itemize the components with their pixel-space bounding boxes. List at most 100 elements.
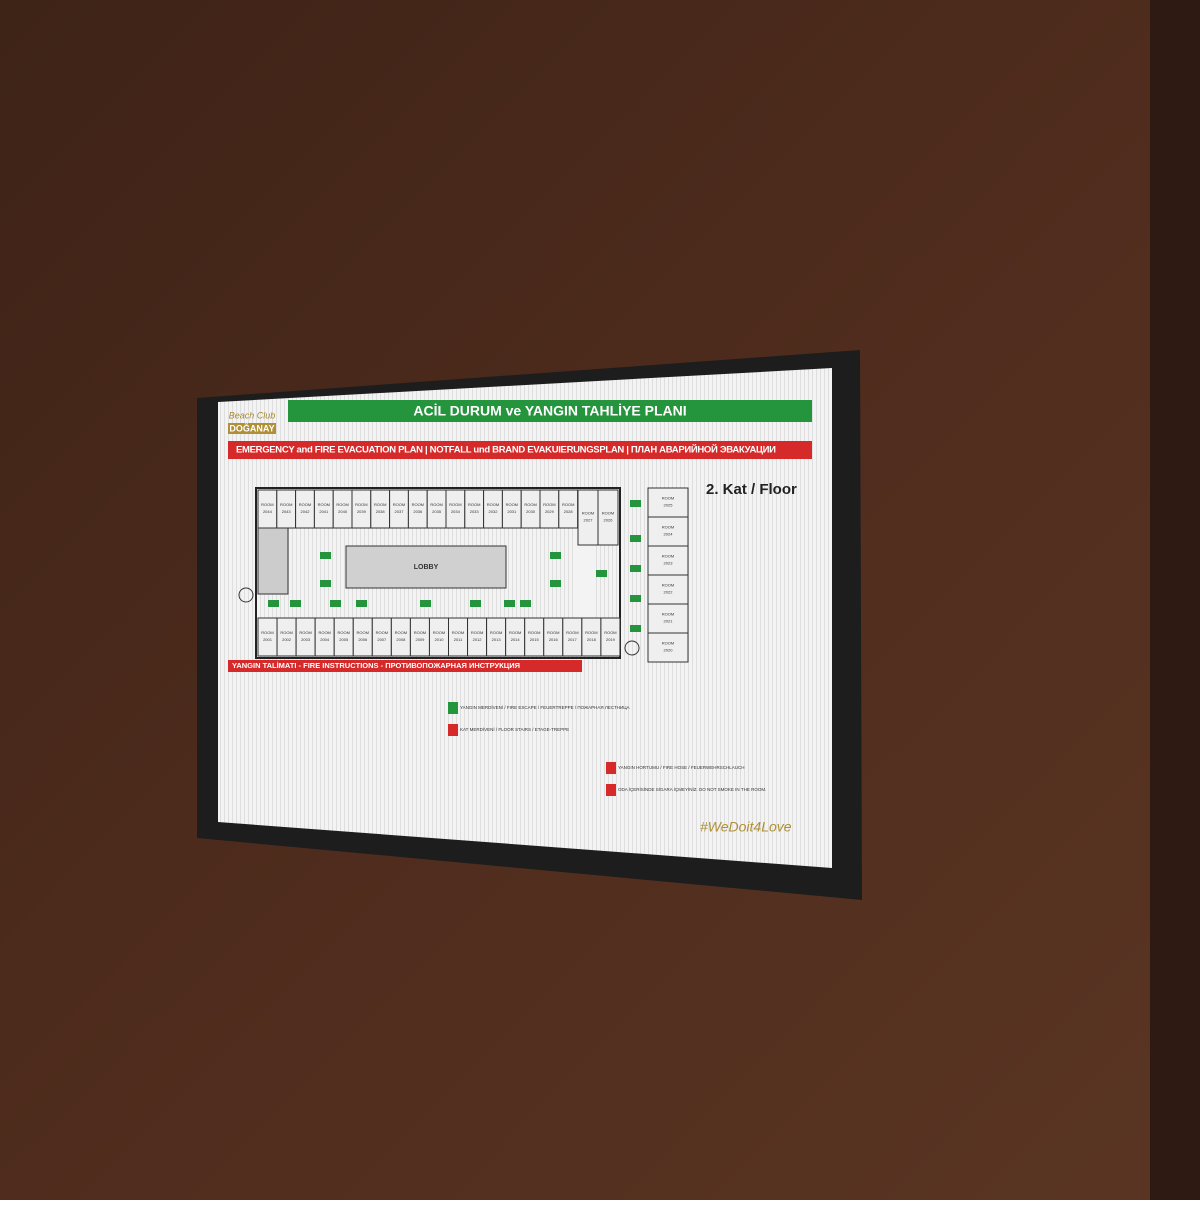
room-word: ROOM [585, 630, 597, 635]
room-number: 2031 [507, 509, 517, 514]
room-word: ROOM [336, 502, 348, 507]
stairs [257, 525, 289, 595]
room-number: 2011 [454, 637, 463, 642]
brand-name: DOĞANAY [229, 422, 274, 433]
instruction-icon [606, 762, 616, 774]
room-word: ROOM [509, 630, 521, 635]
room-word: ROOM [662, 525, 674, 530]
room-word: ROOM [582, 511, 594, 516]
instruction-icon [606, 784, 616, 796]
room-number: 2037 [395, 509, 405, 514]
room-number: 2029 [545, 509, 555, 514]
room-number: 2022 [664, 590, 674, 595]
floor-plan: LOBBY [255, 487, 621, 659]
instruction-text: YANGIN MERDİVENİ / FIRE ESCAPE / FEUERTR… [460, 704, 630, 710]
instruction-icon [448, 702, 458, 714]
room-number: 2020 [664, 648, 674, 653]
room-number: 2044 [263, 509, 273, 514]
room-word: ROOM [452, 630, 464, 635]
room-number: 2032 [489, 509, 499, 514]
room-number: 2041 [319, 509, 329, 514]
room-number: 2012 [473, 637, 483, 642]
exit-sign [596, 570, 607, 577]
room-word: ROOM [662, 583, 674, 588]
room-number: 2030 [526, 509, 536, 514]
room-word: ROOM [430, 502, 442, 507]
room-word: ROOM [562, 502, 574, 507]
room-number: 2006 [358, 637, 368, 642]
door-edge [1150, 0, 1200, 1200]
room-number: 2002 [282, 637, 292, 642]
room-number: 2007 [377, 637, 387, 642]
room-word: ROOM [393, 502, 405, 507]
exit-sign [320, 580, 331, 587]
room-number: 2028 [564, 509, 574, 514]
room-word: ROOM [524, 502, 536, 507]
room-word: ROOM [414, 630, 426, 635]
room-number: 2013 [492, 637, 502, 642]
exit-sign [356, 600, 367, 607]
room-number: 2026 [604, 518, 614, 523]
room-word: ROOM [506, 502, 518, 507]
room-word: ROOM [662, 554, 674, 559]
subtitle: EMERGENCY and FIRE EVACUATION PLAN | NOT… [236, 444, 776, 456]
room-word: ROOM [471, 630, 483, 635]
room-number: 2036 [413, 509, 423, 514]
room [647, 545, 689, 576]
room-number: 2005 [339, 637, 349, 642]
room-number: 2004 [320, 637, 330, 642]
room-number: 2035 [432, 509, 442, 514]
room [647, 632, 689, 663]
instruction-text: ODA İÇERİSİNDE SİGARA İÇMEYİNİZ. DO NOT … [618, 786, 766, 792]
room-word: ROOM [662, 612, 674, 617]
floor-label: 2. Kat / Floor [706, 481, 797, 498]
room-number: 2010 [435, 637, 445, 642]
exit-sign [630, 595, 641, 602]
exit-sign [630, 565, 641, 572]
room-number: 2043 [282, 509, 292, 514]
room-word: ROOM [357, 630, 369, 635]
room-number: 2038 [376, 509, 386, 514]
room-word: ROOM [449, 502, 461, 507]
instruction-text: KAT MERDİVENİ / FLOOR STAIRS / ETAGE-TRE… [460, 726, 569, 732]
exit-sign [550, 552, 561, 559]
room-word: ROOM [433, 630, 445, 635]
room-number: 2008 [396, 637, 406, 642]
room-number: 2019 [606, 637, 616, 642]
exit-sign [520, 600, 531, 607]
slogan: #WeDoit4Love [700, 819, 792, 835]
room-word: ROOM [468, 502, 480, 507]
lobby [345, 545, 507, 589]
room-number: 2018 [587, 637, 597, 642]
exit-sign [470, 600, 481, 607]
exit-sign [268, 600, 279, 607]
room-word: ROOM [412, 502, 424, 507]
exit-sign [504, 600, 515, 607]
room [647, 574, 689, 605]
exit-sign [320, 552, 331, 559]
room-word: ROOM [261, 630, 273, 635]
room-word: ROOM [528, 630, 540, 635]
exit-sign [630, 535, 641, 542]
room-number: 2027 [584, 518, 594, 523]
room-word: ROOM [662, 641, 674, 646]
room-word: ROOM [487, 502, 499, 507]
room-number: 2039 [357, 509, 367, 514]
room-word: ROOM [604, 630, 616, 635]
room-number: 2001 [263, 637, 273, 642]
assembly-icon [624, 640, 640, 656]
room [600, 617, 621, 657]
room-word: ROOM [299, 630, 311, 635]
room-number: 2014 [511, 637, 521, 642]
room-word: ROOM [376, 630, 388, 635]
lobby-label: LOBBY [414, 564, 439, 571]
exit-sign [630, 625, 641, 632]
room-word: ROOM [280, 502, 292, 507]
instruction-text: YANGIN HORTUMU / FIRE HOSE / FEUERWEHRSC… [618, 765, 745, 770]
room [647, 603, 689, 634]
room-number: 2024 [664, 532, 674, 537]
instructions-title: YANGIN TALİMATI - FIRE INSTRUCTIONS - ПР… [232, 661, 520, 670]
instructions-bar [228, 660, 582, 672]
